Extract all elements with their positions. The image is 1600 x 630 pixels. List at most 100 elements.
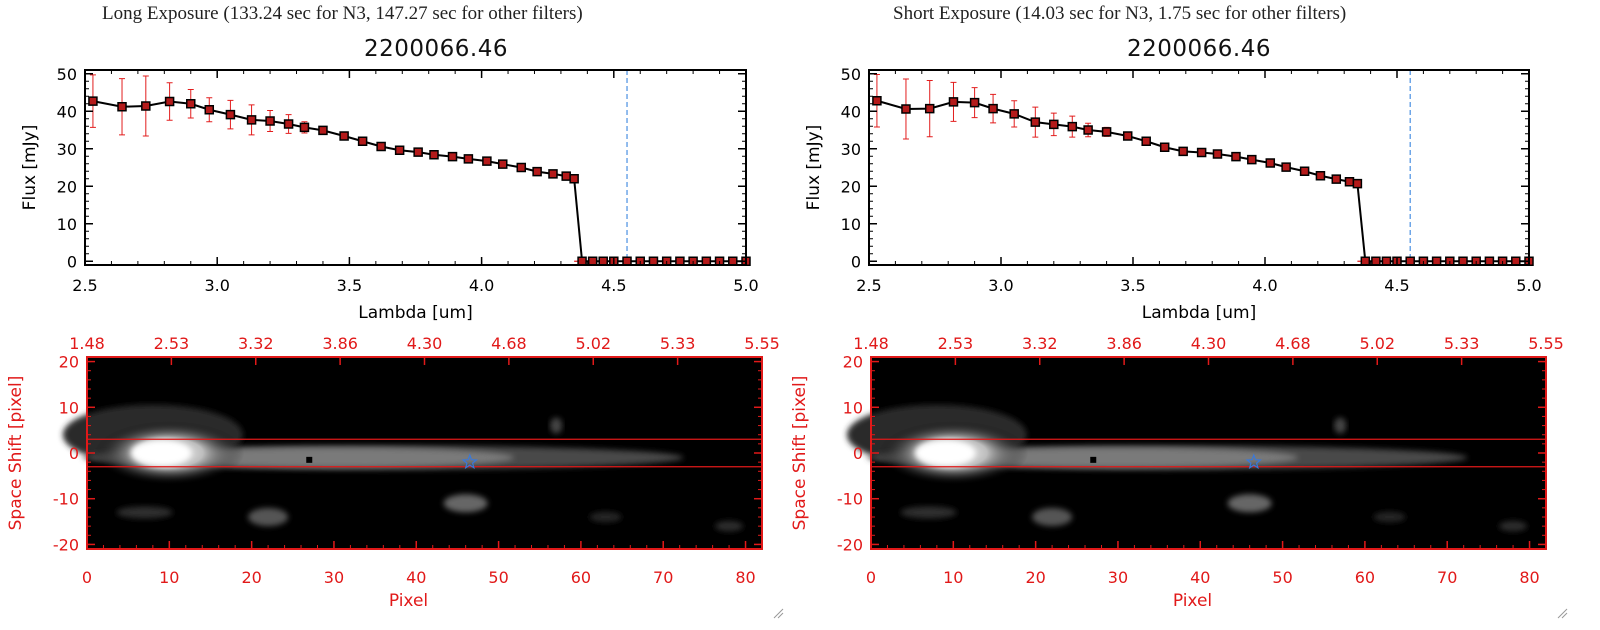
flux-data-point (1344, 177, 1355, 187)
top-tick-label: 1.48 (69, 334, 105, 353)
flux-data-point (569, 174, 579, 184)
x-tick-label: 4.0 (1252, 276, 1277, 295)
flux-data-point (283, 119, 294, 129)
y-tick-label: 0 (67, 252, 77, 271)
x-tick-label: 2.5 (856, 276, 881, 295)
flux-data-point (1122, 131, 1133, 141)
faint-source (589, 512, 622, 522)
x-tick-label: 10 (159, 568, 179, 587)
y-tick-label: 50 (841, 65, 861, 84)
y-tick-label: 30 (841, 140, 861, 159)
flux-data-point (463, 154, 474, 164)
faint-source (715, 521, 744, 532)
flux-data-point (1083, 125, 1093, 135)
x-tick-label: 60 (571, 568, 591, 587)
right-plot-title: 2200066.46 (1127, 36, 1272, 62)
flux-data-point (141, 101, 151, 111)
flux-data-point (1049, 119, 1059, 130)
top-tick-label: 5.55 (744, 334, 780, 353)
flux-data-point (246, 115, 257, 125)
y-tick-label: 40 (841, 102, 861, 121)
top-tick-label: 5.33 (1444, 334, 1480, 353)
flux-data-point (1315, 171, 1326, 181)
x-tick-label: 2.5 (72, 276, 97, 295)
resize-grip-icon[interactable] (1556, 607, 1568, 619)
y-tick-label: 20 (843, 353, 863, 372)
y-tick-label: -20 (837, 535, 863, 554)
y-axis-label: Flux [mJy] (20, 125, 40, 211)
top-tick-label: 3.32 (238, 334, 274, 353)
y-tick-label: -20 (53, 535, 79, 554)
flux-data-point (447, 151, 458, 162)
faint-source (550, 417, 563, 434)
y-axis-label: Space Shift [pixel] (790, 376, 810, 531)
flux-data-point (548, 169, 558, 179)
top-tick-label: 5.02 (575, 334, 611, 353)
x-tick-label: 3.0 (988, 276, 1013, 295)
top-tick-label: 5.55 (1528, 334, 1564, 353)
flux-data-point (482, 156, 492, 166)
source-pixel-marker (1090, 456, 1097, 463)
y-tick-label: 20 (841, 177, 861, 196)
y-tick-label: 10 (57, 215, 77, 234)
flux-data-point (498, 159, 508, 169)
top-tick-label: 5.33 (660, 334, 696, 353)
flux-data-point (376, 141, 386, 152)
y-tick-label: 20 (59, 353, 79, 372)
x-tick-label: 10 (943, 568, 963, 587)
flux-series-line (876, 99, 1529, 263)
flux-data-point (1231, 151, 1241, 162)
faint-source (1334, 417, 1347, 434)
x-axis-label: Lambda [um] (1142, 303, 1256, 323)
y-tick-label: 10 (841, 215, 861, 234)
flux-series-line (92, 100, 746, 263)
top-tick-label: 4.68 (491, 334, 527, 353)
top-tick-label: 2.53 (938, 334, 974, 353)
flux-data-point (413, 147, 423, 157)
y-tick-label: 10 (843, 398, 863, 417)
faint-source (1499, 521, 1528, 532)
top-tick-label: 4.68 (1275, 334, 1311, 353)
faint-source (443, 494, 488, 513)
y-tick-label: 10 (59, 398, 79, 417)
faint-source (1227, 494, 1272, 513)
resize-grip-icon[interactable] (772, 607, 784, 619)
flux-data-point (1178, 146, 1188, 157)
flux-data-point (318, 125, 328, 136)
faint-source (248, 508, 289, 526)
right-panel-heading: Short Exposure (14.03 sec for N3, 1.75 s… (893, 3, 1347, 24)
flux-data-point (225, 109, 236, 120)
flux-data-point (924, 103, 935, 114)
y-tick-label: -10 (53, 490, 79, 509)
flux-data-point (357, 136, 368, 146)
bright-source-core (131, 440, 192, 466)
faint-source (1373, 512, 1406, 522)
x-tick-label: 0 (866, 568, 876, 587)
x-tick-label: 4.5 (601, 276, 626, 295)
top-tick-label: 4.30 (407, 334, 443, 353)
x-axis-label: Pixel (1173, 591, 1212, 611)
y-axis-label: Flux [mJy] (804, 125, 824, 211)
faint-source (900, 506, 957, 519)
flux-data-point (1196, 147, 1207, 158)
x-tick-label: 40 (406, 568, 426, 587)
flux-data-point (1141, 136, 1151, 146)
x-tick-label: 5.0 (733, 276, 758, 295)
y-tick-label: 50 (57, 65, 77, 84)
x-tick-label: 0 (82, 568, 92, 587)
flux-data-point (204, 105, 215, 115)
top-tick-label: 5.02 (1359, 334, 1395, 353)
x-tick-label: 60 (1355, 568, 1375, 587)
x-tick-label: 4.5 (1384, 276, 1409, 295)
star-marker-icon (1245, 453, 1262, 470)
flux-data-point (516, 162, 527, 173)
y-tick-label: -10 (837, 490, 863, 509)
flux-data-point (1299, 166, 1310, 176)
x-tick-label: 40 (1190, 568, 1210, 587)
flux-data-point (901, 104, 911, 114)
y-tick-label: 40 (57, 102, 77, 121)
flux-data-point (1159, 142, 1170, 152)
x-tick-label: 3.0 (204, 276, 229, 295)
source-pixel-marker (306, 456, 313, 463)
x-tick-label: 20 (241, 568, 261, 587)
